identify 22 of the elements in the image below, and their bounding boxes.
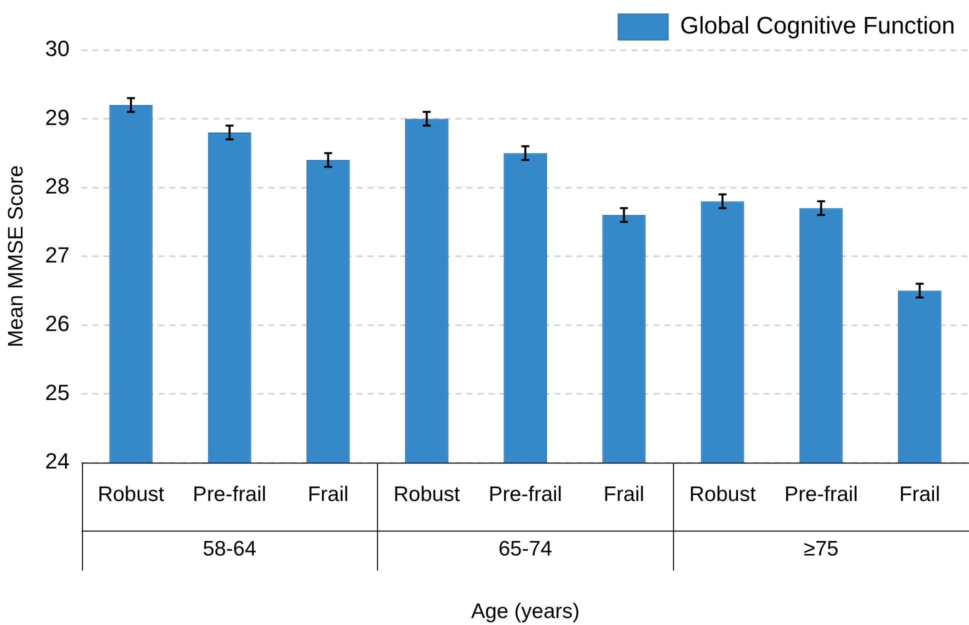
y-tick-label: 28 (45, 174, 70, 199)
text: ≥75 (804, 537, 839, 560)
x-tick-label: Robust (393, 482, 460, 506)
x-tick-label: Pre-frail (784, 482, 858, 506)
x-tick-label: Pre-frail (488, 482, 562, 506)
y-tick-label: 25 (45, 380, 70, 405)
y-tick-label: 24 (45, 448, 70, 474)
x-tick-label: Frail (899, 482, 940, 506)
x-axis-title: Age (years) (471, 600, 580, 624)
legend-label: Global Cognitive Function (680, 12, 956, 40)
x-tick-label: Robust (689, 482, 756, 506)
x-tick-label: Robust (98, 482, 164, 506)
y-tick-label: 29 (45, 104, 70, 130)
y-axis-title: Mean MMSE Score (4, 165, 28, 348)
y-tick-label: 27 (45, 242, 70, 268)
y-tick-label: 26 (45, 311, 70, 336)
x-tick-label: Frail (604, 482, 644, 506)
y-tick-label: 30 (45, 36, 70, 62)
x-tick-label: Frail (308, 482, 349, 506)
text: 58-64 (202, 537, 257, 560)
x-tick-label: Pre-frail (192, 482, 266, 506)
text: 65-74 (498, 537, 553, 560)
